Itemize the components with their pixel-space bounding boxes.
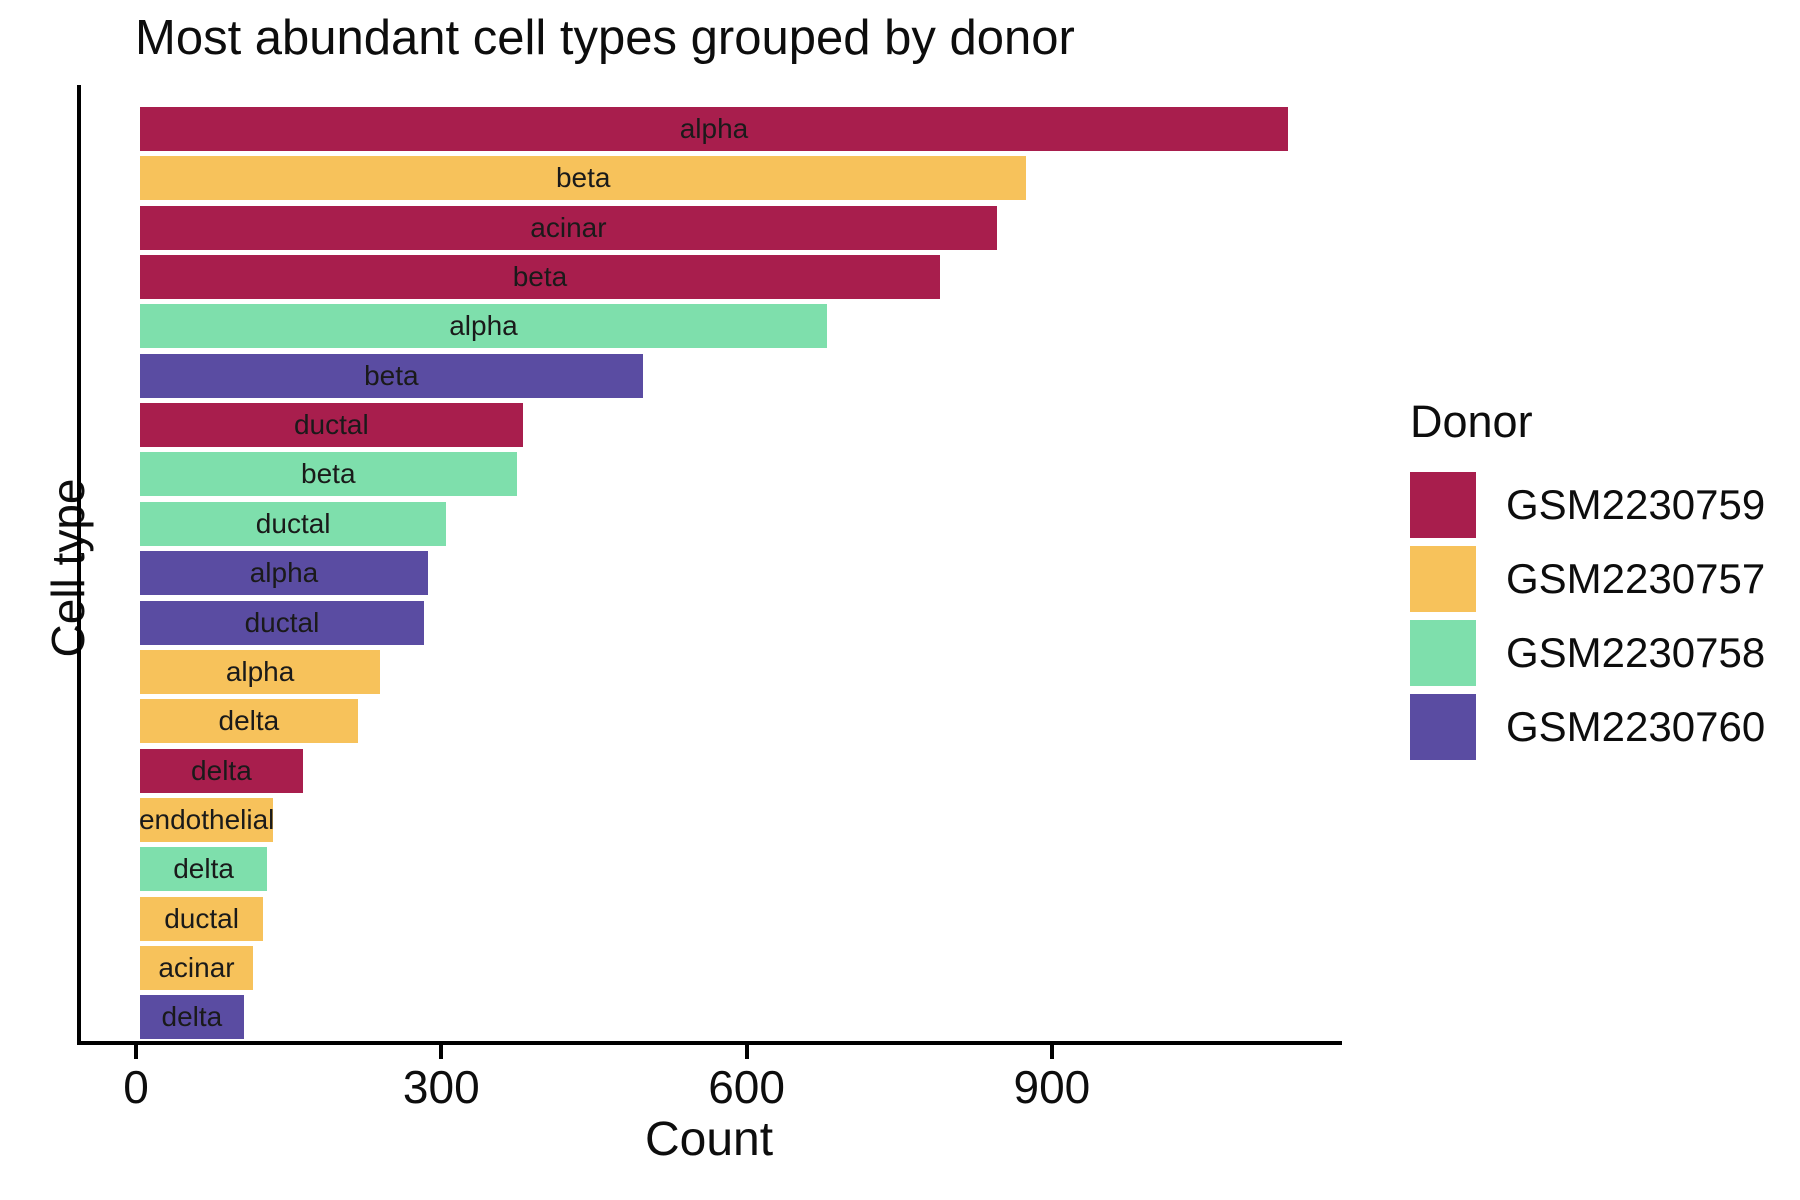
x-axis-tick (744, 1045, 749, 1059)
legend-item: GSM2230757 (1410, 546, 1790, 612)
bar: ductal (140, 896, 264, 941)
legend-label: GSM2230760 (1506, 703, 1766, 750)
bar-label: alpha (449, 310, 518, 342)
bar: acinar (140, 205, 997, 250)
bar-label: delta (161, 1001, 223, 1033)
legend-swatch (1410, 620, 1476, 686)
bar-label: beta (301, 458, 356, 490)
legend-items: GSM2230759 GSM2230757 GSM2230758 GSM2230760 (1410, 472, 1790, 760)
bar: ductal (140, 600, 424, 645)
bar: alpha (140, 304, 827, 349)
legend-swatch (1410, 546, 1476, 612)
legend-swatch (1410, 694, 1476, 760)
bar: delta (140, 847, 268, 892)
bar-label: alpha (249, 557, 319, 589)
bar-label: acinar (158, 951, 235, 983)
bar: endothelial (138, 797, 275, 842)
legend-swatch (1410, 472, 1476, 538)
bar-label: delta (173, 853, 234, 885)
bar: ductal (140, 501, 447, 546)
bar-label: delta (191, 754, 252, 786)
x-axis-tick (134, 1045, 138, 1059)
bar: alpha (140, 107, 1288, 151)
bar-label: alpha (679, 113, 749, 144)
legend-item: GSM2230760 (1410, 694, 1790, 760)
x-axis-title: Count (644, 1113, 774, 1166)
legend-label: GSM2230759 (1506, 481, 1766, 528)
bar: delta (140, 748, 303, 793)
plot-panel: alpha beta acinar beta alpha beta ductal beta du… (77, 85, 1342, 1045)
legend-label: GSM2230758 (1506, 629, 1766, 676)
bar: delta (140, 995, 244, 1040)
x-axis-tick-label: 0 (123, 1061, 149, 1113)
chart-title: Most abundant cell types grouped by dono… (135, 11, 1075, 65)
legend-title: Donor (1410, 396, 1533, 447)
bar-label: ductal (164, 902, 239, 934)
x-axis-tick (439, 1045, 444, 1059)
bar-label: ductal (255, 507, 331, 539)
bar: acinar (140, 945, 253, 990)
bar-label: alpha (225, 655, 295, 687)
legend: Donor GSM2230759 GSM2230757 GSM2230758 GSM2… (1410, 396, 1790, 768)
bar-label: beta (555, 162, 611, 194)
bar: ductal (140, 403, 523, 448)
bar: beta (140, 452, 517, 497)
x-axis-tick-label: 600 (708, 1061, 785, 1113)
legend-label: GSM2230757 (1506, 555, 1766, 602)
x-axis-tick (1049, 1045, 1054, 1059)
bar-label: endothelial (138, 803, 275, 835)
bar-label: ductal (293, 409, 369, 441)
bar-label: ductal (244, 606, 320, 638)
bar: alpha (140, 551, 428, 596)
bar: alpha (140, 649, 381, 694)
legend-item: GSM2230758 (1410, 620, 1790, 686)
bar-label: beta (364, 359, 419, 391)
bar-label: beta (512, 261, 568, 293)
legend-item: GSM2230759 (1410, 472, 1790, 538)
bar-label: delta (218, 705, 280, 737)
bar: beta (140, 255, 940, 300)
bar: beta (140, 156, 1027, 201)
bar: beta (140, 353, 643, 398)
bar-label: acinar (530, 211, 607, 243)
x-axis-tick-label: 300 (402, 1061, 480, 1113)
bar: delta (140, 699, 358, 744)
x-axis-tick-label: 900 (1013, 1061, 1091, 1113)
